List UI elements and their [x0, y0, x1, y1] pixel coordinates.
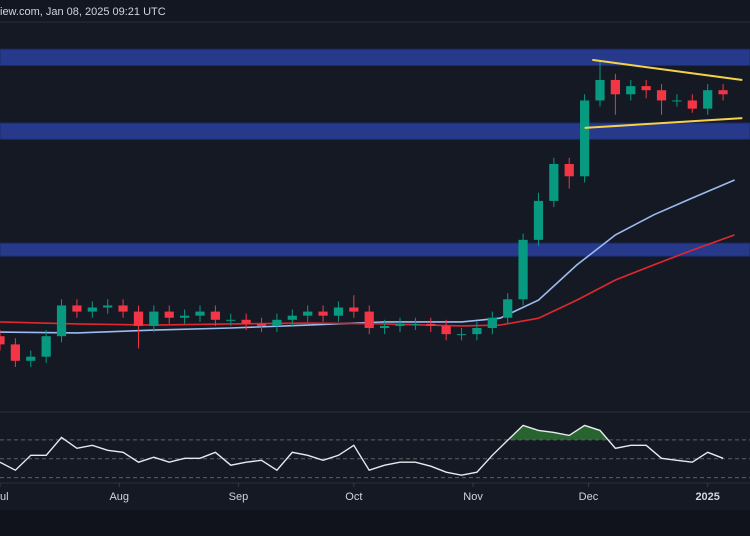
candle-body	[195, 311, 205, 316]
candle-body	[564, 164, 574, 177]
x-tick-label: 2025	[695, 491, 719, 503]
candle-body	[456, 334, 467, 336]
candle-body	[410, 323, 420, 325]
candle-body	[626, 86, 636, 95]
candle-body	[287, 315, 297, 320]
candle-body	[210, 311, 220, 320]
candle-body	[610, 79, 620, 95]
candle-body	[133, 311, 144, 326]
candle-body	[349, 307, 359, 312]
rsi-overbought-fill	[0, 425, 724, 440]
support-resistance-zone	[0, 48, 750, 67]
candle-body	[595, 79, 605, 101]
candle-body	[241, 319, 251, 324]
candle-body	[641, 86, 651, 91]
candle-body	[380, 325, 390, 328]
candle-body	[503, 299, 513, 318]
support-resistance-zone	[0, 242, 750, 257]
candle-body	[318, 311, 328, 316]
trendline	[584, 117, 743, 129]
candle-body	[56, 305, 67, 337]
header-text: iew.com, Jan 08, 2025 09:21 UTC	[0, 6, 166, 18]
x-tick-label: Sep	[229, 491, 249, 503]
moving-average-line	[0, 179, 735, 334]
x-tick-label: Aug	[109, 491, 129, 503]
candle-body	[256, 323, 267, 326]
x-tick-label: Oct	[345, 491, 362, 503]
candle-body	[87, 307, 97, 312]
candle-body	[395, 323, 405, 326]
candle-body	[687, 100, 697, 109]
x-axis: ul Aug Sep Oct Nov Dec 2025	[0, 483, 720, 503]
price-pane	[0, 48, 750, 367]
bottom-bar	[0, 510, 750, 536]
x-tick-label: Nov	[463, 491, 483, 503]
candle-body	[0, 336, 5, 345]
candle-body	[703, 90, 713, 109]
candle-body	[41, 336, 51, 357]
candle-body	[364, 311, 374, 328]
candle-body	[672, 100, 682, 102]
rsi-pane	[0, 424, 750, 479]
candle-body	[10, 344, 20, 361]
candle-body	[718, 90, 728, 95]
support-resistance-zone	[0, 122, 750, 140]
candle-body	[164, 311, 174, 318]
candle-body	[226, 319, 236, 321]
candle-body	[656, 90, 667, 101]
candle-body	[518, 239, 528, 300]
candle-body	[487, 317, 497, 328]
rsi-line	[0, 424, 724, 476]
candle-body	[303, 311, 313, 316]
header-bar	[0, 0, 750, 22]
candle-body	[472, 328, 482, 335]
candle-body	[180, 315, 190, 318]
candle-body	[426, 323, 436, 326]
candle-body	[441, 325, 451, 335]
candle-body	[26, 356, 36, 361]
trendline	[592, 58, 743, 81]
candle-body	[580, 100, 590, 177]
candle-body	[118, 305, 128, 312]
candle-body	[272, 319, 282, 326]
candle-body	[72, 305, 82, 312]
candle-body	[333, 307, 344, 316]
x-tick-label: ul	[0, 491, 9, 503]
candle-body	[549, 164, 559, 201]
x-tick-label: Dec	[579, 491, 599, 503]
moving-average-line	[0, 234, 735, 327]
candle-body	[103, 305, 113, 308]
candle-body	[533, 200, 544, 240]
candle-body	[149, 311, 159, 326]
